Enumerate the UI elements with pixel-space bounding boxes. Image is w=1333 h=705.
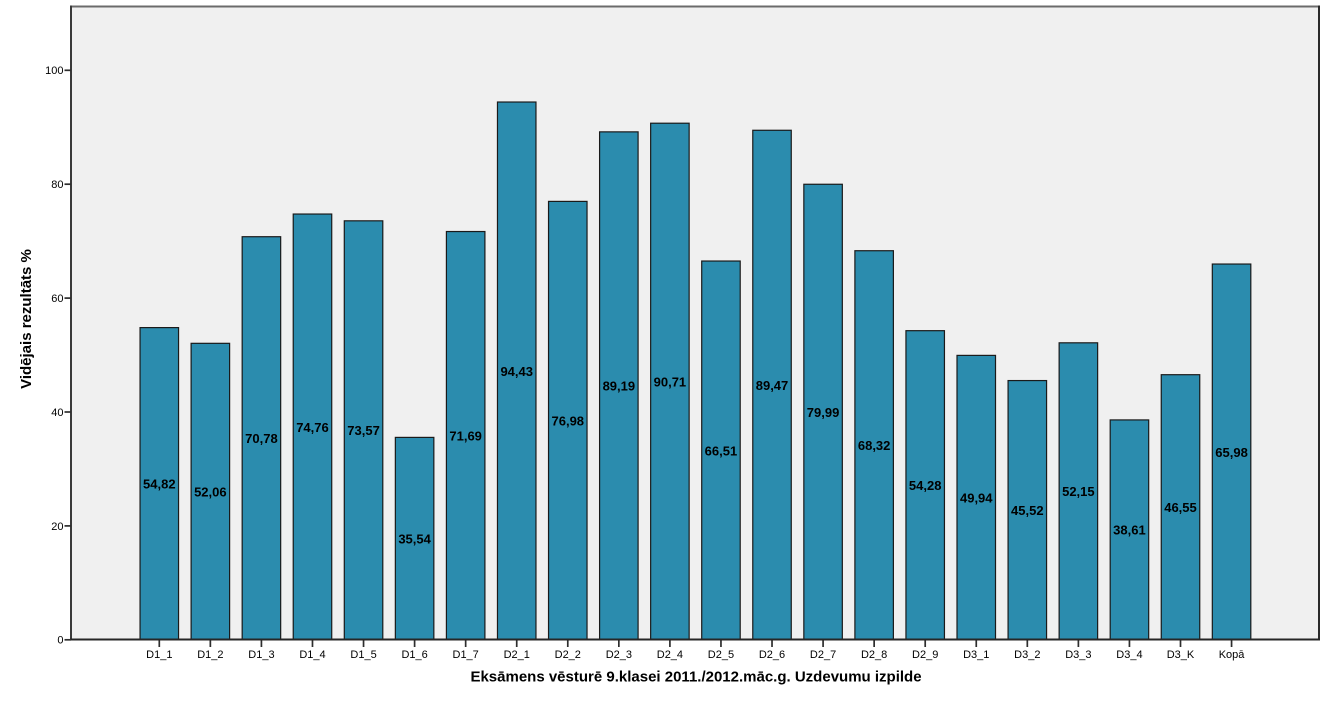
svg-text:68,32: 68,32 — [858, 438, 891, 453]
svg-text:D1_4: D1_4 — [299, 649, 325, 661]
svg-text:74,76: 74,76 — [296, 420, 329, 435]
svg-text:D1_2: D1_2 — [197, 649, 223, 661]
svg-text:0: 0 — [57, 635, 63, 647]
svg-text:D2_9: D2_9 — [912, 649, 938, 661]
svg-text:66,51: 66,51 — [705, 443, 738, 458]
svg-text:35,54: 35,54 — [398, 531, 431, 546]
svg-text:65,98: 65,98 — [1215, 445, 1248, 460]
svg-text:94,43: 94,43 — [500, 364, 533, 379]
svg-text:52,15: 52,15 — [1062, 484, 1095, 499]
svg-text:46,55: 46,55 — [1164, 500, 1197, 515]
svg-text:D3_3: D3_3 — [1065, 649, 1091, 661]
svg-text:D1_1: D1_1 — [146, 649, 172, 661]
svg-text:D2_5: D2_5 — [708, 649, 734, 661]
svg-text:89,47: 89,47 — [756, 378, 789, 393]
svg-text:D3_1: D3_1 — [963, 649, 989, 661]
svg-text:52,06: 52,06 — [194, 484, 227, 499]
svg-text:D1_7: D1_7 — [453, 649, 479, 661]
svg-text:54,28: 54,28 — [909, 478, 942, 493]
svg-text:60: 60 — [51, 293, 63, 305]
svg-text:D1_6: D1_6 — [401, 649, 427, 661]
svg-text:D2_1: D2_1 — [504, 649, 530, 661]
svg-text:76,98: 76,98 — [552, 413, 585, 428]
svg-text:D2_3: D2_3 — [606, 649, 632, 661]
svg-text:71,69: 71,69 — [449, 429, 482, 444]
svg-text:D2_4: D2_4 — [657, 649, 683, 661]
svg-text:D3_2: D3_2 — [1014, 649, 1040, 661]
svg-text:D1_5: D1_5 — [350, 649, 376, 661]
svg-text:79,99: 79,99 — [807, 405, 840, 420]
svg-text:70,78: 70,78 — [245, 431, 278, 446]
svg-text:D3_4: D3_4 — [1116, 649, 1142, 661]
svg-text:73,57: 73,57 — [347, 423, 380, 438]
svg-text:D2_7: D2_7 — [810, 649, 836, 661]
svg-text:54,82: 54,82 — [143, 477, 176, 492]
svg-text:D2_6: D2_6 — [759, 649, 785, 661]
svg-text:Vidējais rezultāts %: Vidējais rezultāts % — [18, 249, 35, 389]
svg-text:100: 100 — [45, 65, 63, 77]
svg-text:D1_3: D1_3 — [248, 649, 274, 661]
svg-text:D3_K: D3_K — [1167, 649, 1195, 661]
svg-text:90,71: 90,71 — [654, 374, 687, 389]
svg-text:89,19: 89,19 — [603, 379, 636, 394]
svg-text:Kopā: Kopā — [1219, 649, 1246, 661]
svg-text:20: 20 — [51, 521, 63, 533]
svg-text:80: 80 — [51, 179, 63, 191]
svg-text:D2_8: D2_8 — [861, 649, 887, 661]
svg-text:38,61: 38,61 — [1113, 523, 1146, 538]
svg-text:45,52: 45,52 — [1011, 503, 1044, 518]
svg-text:Eksāmens vēsturē 9.klasei 2011: Eksāmens vēsturē 9.klasei 2011./2012.māc… — [470, 668, 921, 685]
svg-text:D2_2: D2_2 — [555, 649, 581, 661]
svg-text:40: 40 — [51, 407, 63, 419]
svg-text:49,94: 49,94 — [960, 490, 993, 505]
